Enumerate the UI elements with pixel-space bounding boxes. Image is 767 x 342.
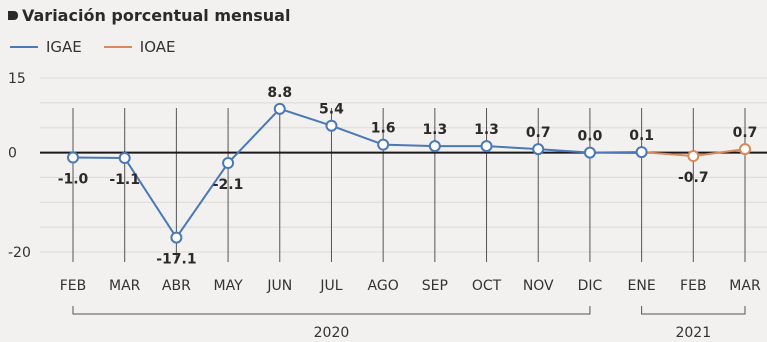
year-bracket (72, 306, 591, 315)
data-point-ioae (687, 150, 700, 163)
data-point-igae (118, 152, 131, 165)
x-tick-label: FEB (60, 278, 87, 294)
data-label: 1.3 (422, 122, 447, 138)
data-label: 1.3 (474, 122, 499, 138)
y-tick-label: -20 (8, 245, 31, 261)
data-point-igae (377, 138, 390, 151)
x-tick-label: SEP (422, 278, 448, 294)
data-label: 1.6 (371, 121, 396, 137)
legend-item-igae: IGAE (10, 38, 82, 56)
data-label: 0.0 (578, 129, 603, 145)
chart-title-text: Variación porcentual mensual (22, 6, 291, 25)
x-tick-label: ABR (162, 278, 191, 294)
data-point-igae (170, 231, 183, 244)
data-label: 0.7 (526, 125, 551, 141)
series-line-igae (72, 107, 642, 240)
year-label: 2021 (675, 325, 711, 341)
legend-item-ioae: IOAE (103, 38, 176, 56)
legend-label-igae: IGAE (46, 38, 82, 56)
data-point-igae (67, 151, 79, 164)
x-tick-label: JUL (319, 278, 342, 294)
x-tick-label: ENE (628, 278, 656, 294)
legend-label-ioae: IOAE (139, 38, 176, 56)
data-point-igae (635, 146, 648, 159)
title-bullet-icon (8, 11, 18, 20)
x-tick-label: FEB (680, 278, 707, 294)
data-point-igae (428, 140, 441, 153)
x-tick-label: NOV (523, 278, 554, 294)
legend-swatch-ioae (103, 46, 132, 48)
data-point-igae (222, 157, 235, 170)
data-point-ioae (739, 143, 751, 156)
data-point-igae (583, 146, 596, 159)
x-tick-label: MAY (214, 278, 244, 294)
data-label: 0.7 (733, 125, 758, 141)
data-point-igae (273, 102, 286, 115)
data-label: -2.1 (213, 177, 244, 193)
y-tick-label: 0 (8, 146, 17, 162)
legend-swatch-igae (10, 46, 38, 48)
data-label: -17.1 (156, 252, 196, 268)
data-label: 0.1 (629, 128, 654, 144)
data-label: -1.1 (109, 172, 140, 188)
year-bracket (641, 306, 746, 315)
x-tick-label: DIC (578, 278, 603, 294)
data-label: 5.4 (319, 102, 344, 118)
year-label: 2020 (314, 325, 350, 341)
data-label: -1.0 (58, 172, 89, 188)
x-tick-label: AGO (368, 278, 399, 294)
data-point-igae (532, 143, 545, 156)
chart-legend: IGAE IOAE (10, 38, 198, 56)
x-tick-label: MAR (109, 278, 141, 294)
x-tick-label: MAR (729, 278, 761, 294)
data-point-igae (325, 119, 338, 132)
data-point-igae (480, 140, 493, 153)
x-tick-label: JUN (266, 278, 292, 294)
data-label: 8.8 (267, 85, 292, 101)
y-tick-label: 15 (8, 71, 26, 87)
data-label: -0.7 (678, 170, 709, 186)
x-tick-label: OCT (472, 278, 502, 294)
chart-title: Variación porcentual mensual (8, 6, 290, 25)
